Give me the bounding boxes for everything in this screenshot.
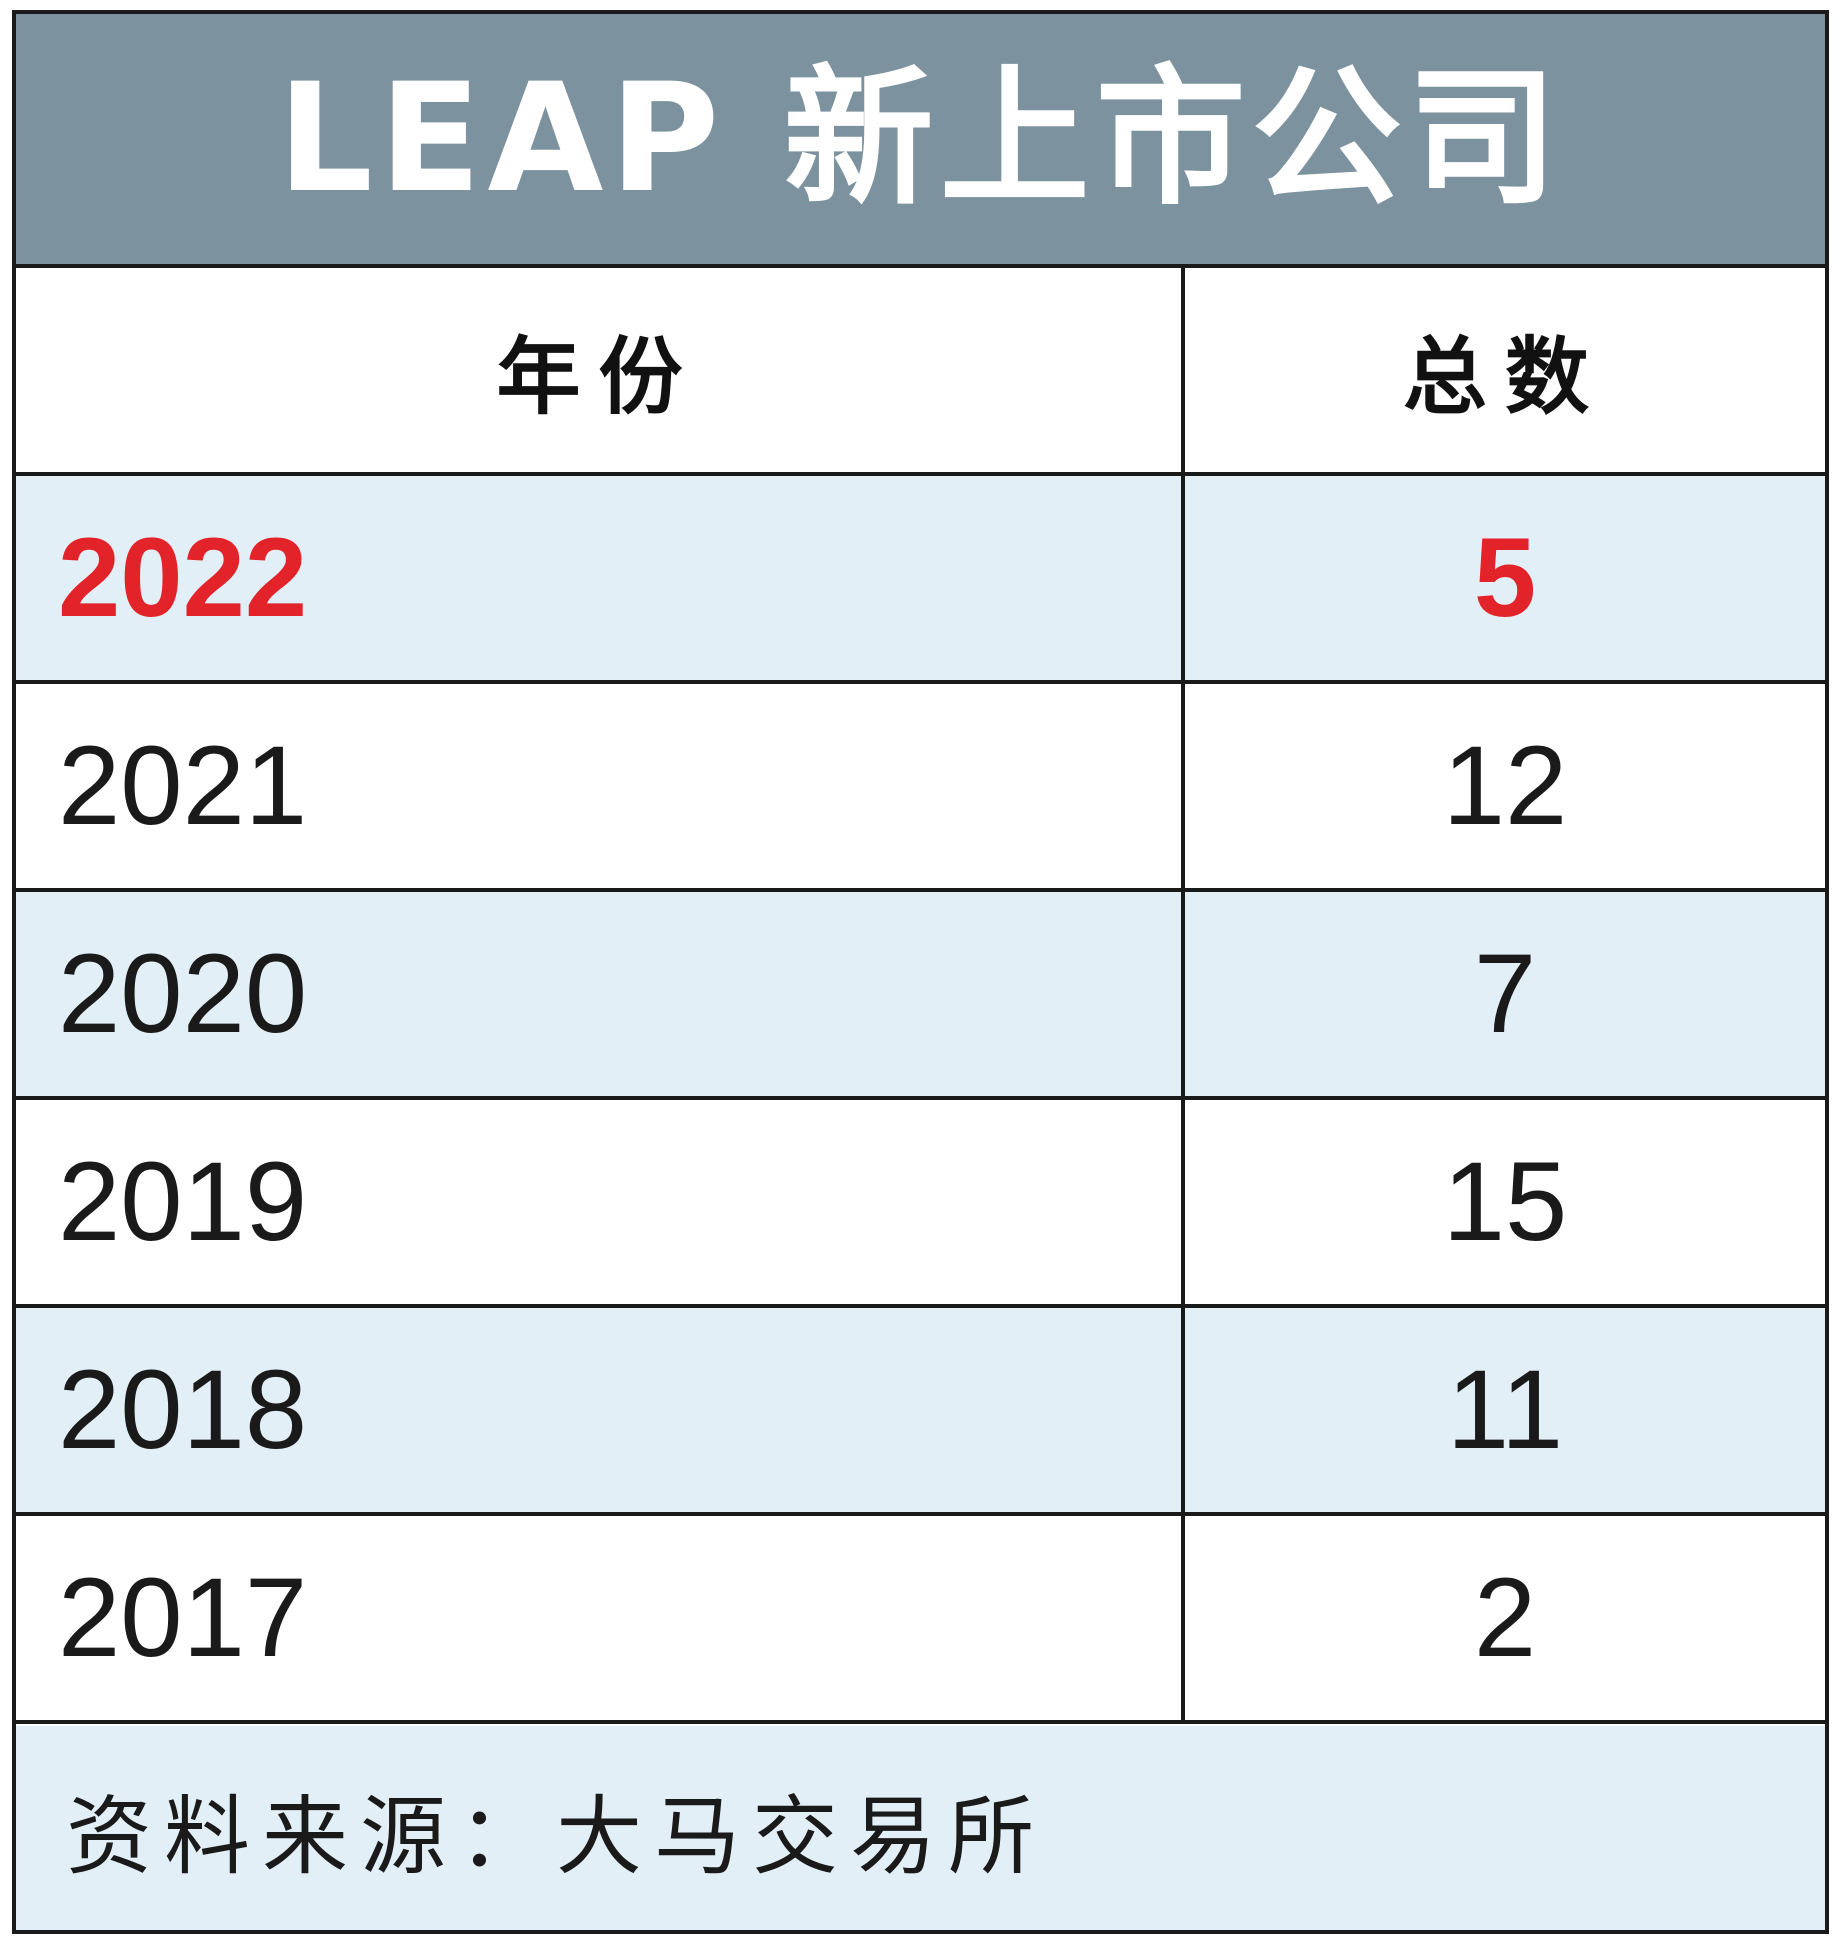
source-bar: 资料来源：大马交易所	[16, 1726, 1825, 1930]
header-cell-count: 总数	[1185, 268, 1825, 472]
year-value: 2017	[58, 1555, 308, 1680]
count-value: 2	[1473, 1555, 1537, 1680]
source-note: 资料来源：大马交易所	[66, 1786, 1046, 1887]
count-value: 15	[1442, 1139, 1568, 1264]
count-cell: 15	[1185, 1100, 1825, 1304]
year-value: 2019	[58, 1139, 308, 1264]
data-table: 年份 总数 2022 5 2021 12 2020	[16, 268, 1825, 1724]
count-value: 5	[1473, 515, 1537, 640]
column-header-year: 年份	[496, 327, 701, 426]
count-value: 11	[1446, 1347, 1564, 1472]
count-value: 7	[1473, 931, 1537, 1056]
count-cell: 12	[1185, 684, 1825, 888]
table-frame: LEAP 新上市公司 年份 总数 2022 5 2021 12	[12, 10, 1829, 1934]
title-bar: LEAP 新上市公司	[16, 14, 1825, 268]
table-row: 2020 7	[16, 892, 1825, 1100]
table-header-row: 年份 总数	[16, 268, 1825, 476]
table-row: 2017 2	[16, 1516, 1825, 1724]
table-row: 2018 11	[16, 1308, 1825, 1516]
table-row: 2022 5	[16, 476, 1825, 684]
count-cell: 5	[1185, 476, 1825, 680]
count-cell: 11	[1185, 1308, 1825, 1512]
year-value: 2022	[58, 515, 308, 640]
count-cell: 2	[1185, 1516, 1825, 1720]
year-cell: 2020	[16, 892, 1185, 1096]
count-cell: 7	[1185, 892, 1825, 1096]
year-value: 2020	[58, 931, 308, 1056]
table-row: 2019 15	[16, 1100, 1825, 1308]
year-cell: 2021	[16, 684, 1185, 888]
count-value: 12	[1442, 723, 1568, 848]
year-cell: 2022	[16, 476, 1185, 680]
table-row: 2021 12	[16, 684, 1825, 892]
table-title: LEAP 新上市公司	[277, 52, 1564, 226]
year-value: 2018	[58, 1347, 308, 1472]
year-cell: 2019	[16, 1100, 1185, 1304]
year-cell: 2017	[16, 1516, 1185, 1720]
header-cell-year: 年份	[16, 268, 1185, 472]
year-cell: 2018	[16, 1308, 1185, 1512]
column-header-count: 总数	[1402, 327, 1607, 426]
year-value: 2021	[58, 723, 308, 848]
